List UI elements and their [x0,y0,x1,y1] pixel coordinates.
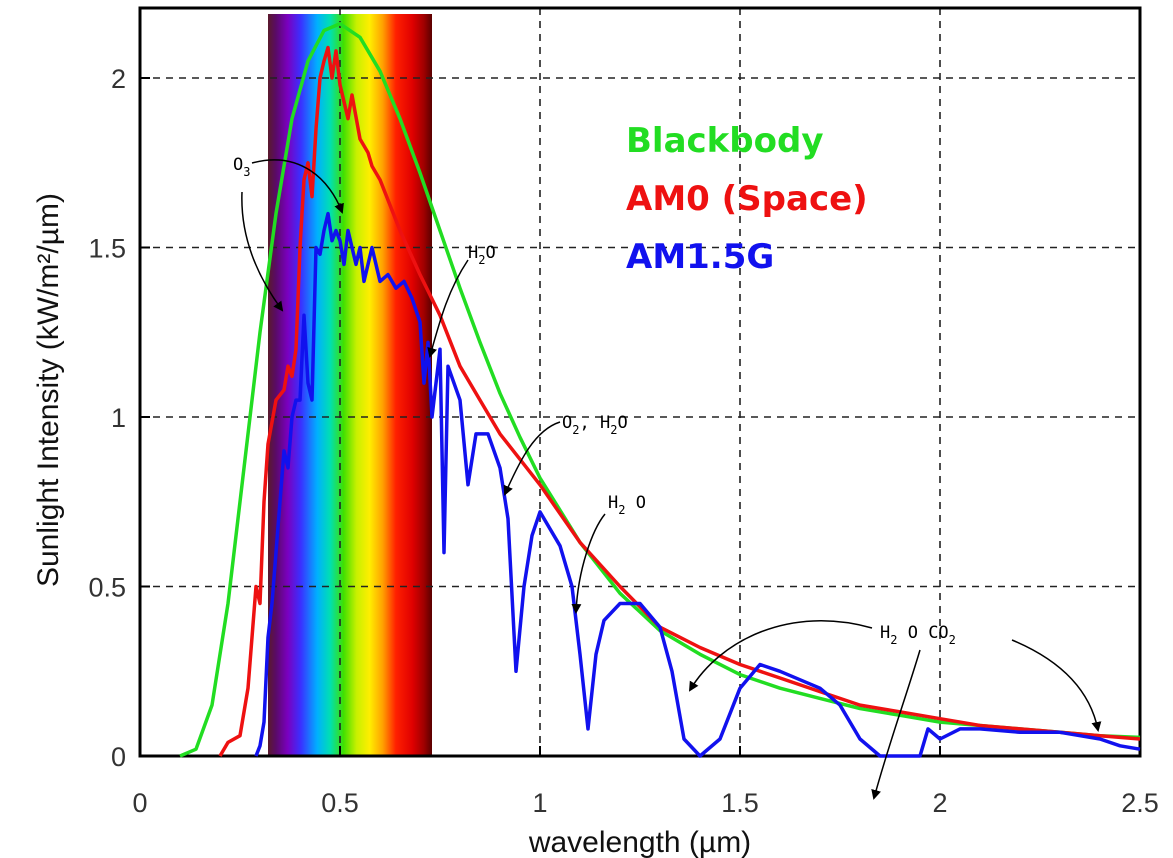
annotation-arrow [503,421,561,496]
annotation-arrow [1011,639,1102,732]
annotation-h2o-1: H2O [468,243,496,267]
x-tick-label: 1.5 [721,788,759,818]
y-tick-label: 0 [111,742,126,772]
series-layer [179,22,1141,758]
annotation-arrow [571,513,606,614]
axis-ticks: 0 0.5 1 1.5 2 2.5 0 0.5 1 1.5 2 wavelength (µm) Sunl… [32,64,1159,858]
annotation-arrow [241,191,284,312]
annotation-arrow [688,620,873,692]
x-tick-label: 0.5 [321,788,359,818]
x-tick-label: 1 [532,788,547,818]
annotation-arrow [427,259,469,358]
legend: Blackbody AM0 (Space) AM1.5G [626,121,868,277]
y-tick-label: 0.5 [88,573,126,603]
plot-frame [138,6,1142,758]
y-tick-label: 1.5 [88,234,126,264]
annotation-o2-h2o: O2, H2O [562,413,628,437]
grid-lines [140,8,1140,756]
x-tick-label: 2 [932,788,947,818]
series-line-am0-space [218,45,1141,757]
y-tick-label: 2 [111,64,126,94]
annotation-arrow [871,649,921,800]
x-tick-label: 2.5 [1121,788,1159,818]
y-tick-label: 1 [111,403,126,433]
legend-label-blackbody: Blackbody [626,121,823,161]
series-line-blackbody [179,22,1141,758]
annotations: O3 H2O O2, H2O H2 O H2 O CO2 [233,155,1102,800]
annotation-arrow [251,159,344,214]
x-tick-label: 0 [132,788,147,818]
visible-spectrum-band [268,14,432,756]
y-axis-label: Sunlight Intensity (kW/m²/µm) [32,193,65,587]
annotation-h2o-co2: H2 O CO2 [880,623,956,647]
x-axis-label: wavelength (µm) [528,826,751,858]
annotation-o3: O3 [233,155,250,179]
legend-label-am0-space: AM0 (Space) [626,179,868,219]
annotation-h2o-2: H2 O [608,493,646,517]
series-line-am1-5g [254,211,1141,758]
legend-label-am1-5g: AM1.5G [626,237,774,277]
